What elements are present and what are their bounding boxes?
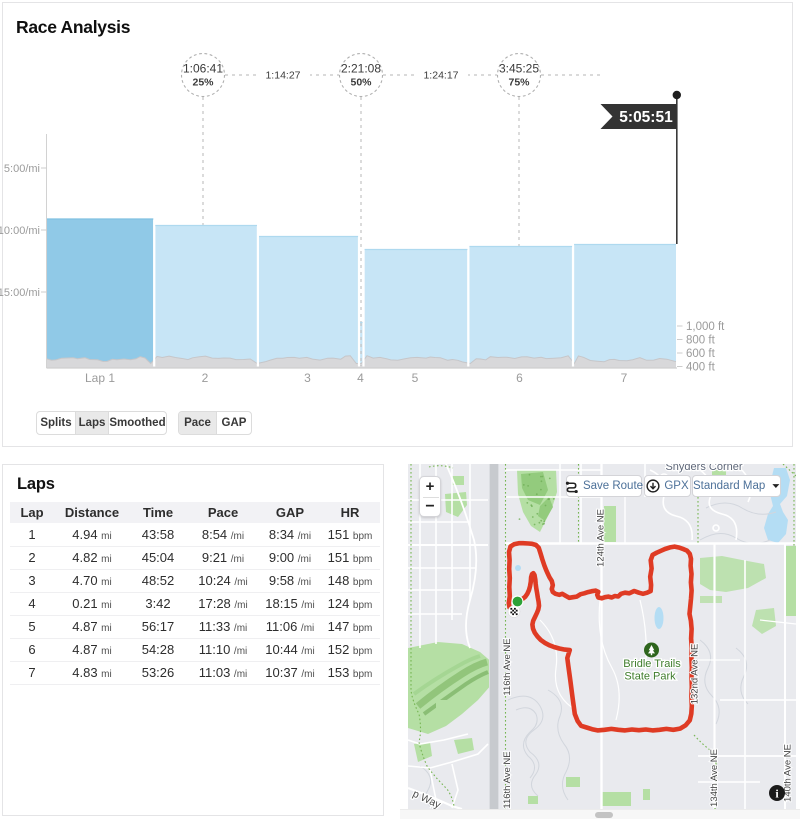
svg-text:116th Ave NE: 116th Ave NE bbox=[502, 638, 513, 695]
svg-text:Bridle Trails: Bridle Trails bbox=[623, 658, 681, 670]
svg-text:10:00/mi: 10:00/mi bbox=[0, 225, 40, 237]
svg-text:5:00/mi: 5:00/mi bbox=[4, 163, 40, 175]
svg-text:1,000 ft: 1,000 ft bbox=[686, 321, 725, 333]
svg-text:2:21:08: 2:21:08 bbox=[341, 62, 381, 76]
svg-text:800 ft: 800 ft bbox=[686, 335, 716, 347]
svg-text:3: 3 bbox=[304, 371, 311, 385]
svg-text:1:24:17: 1:24:17 bbox=[423, 70, 458, 82]
svg-text:2: 2 bbox=[202, 371, 209, 385]
svg-text:25%: 25% bbox=[192, 77, 214, 89]
svg-text:140th Ave NE: 140th Ave NE bbox=[783, 744, 794, 802]
svg-text:3:45:25: 3:45:25 bbox=[499, 62, 539, 76]
svg-text:1:14:27: 1:14:27 bbox=[265, 70, 300, 82]
svg-text:Lap 1: Lap 1 bbox=[85, 371, 115, 385]
svg-text:5:05:51: 5:05:51 bbox=[619, 109, 673, 126]
svg-text:Snyders Corner: Snyders Corner bbox=[665, 464, 742, 473]
svg-text:1:06:41: 1:06:41 bbox=[183, 62, 223, 76]
svg-text:4: 4 bbox=[357, 371, 364, 385]
svg-text:5: 5 bbox=[412, 371, 419, 385]
svg-text:15:00/mi: 15:00/mi bbox=[0, 287, 40, 299]
svg-text:State Park: State Park bbox=[624, 671, 676, 683]
svg-text:134th Ave NE: 134th Ave NE bbox=[709, 749, 720, 807]
svg-text:600 ft: 600 ft bbox=[686, 348, 716, 360]
svg-text:116th Ave NE: 116th Ave NE bbox=[502, 751, 513, 808]
svg-text:400 ft: 400 ft bbox=[686, 362, 716, 374]
svg-text:132nd Ave NE: 132nd Ave NE bbox=[690, 644, 701, 705]
svg-text:6: 6 bbox=[516, 371, 523, 385]
svg-text:7: 7 bbox=[621, 371, 628, 385]
svg-text:75%: 75% bbox=[508, 77, 530, 89]
svg-text:50%: 50% bbox=[350, 77, 372, 89]
svg-text:i: i bbox=[775, 787, 779, 801]
svg-text:124th Ave NE: 124th Ave NE bbox=[596, 509, 607, 567]
